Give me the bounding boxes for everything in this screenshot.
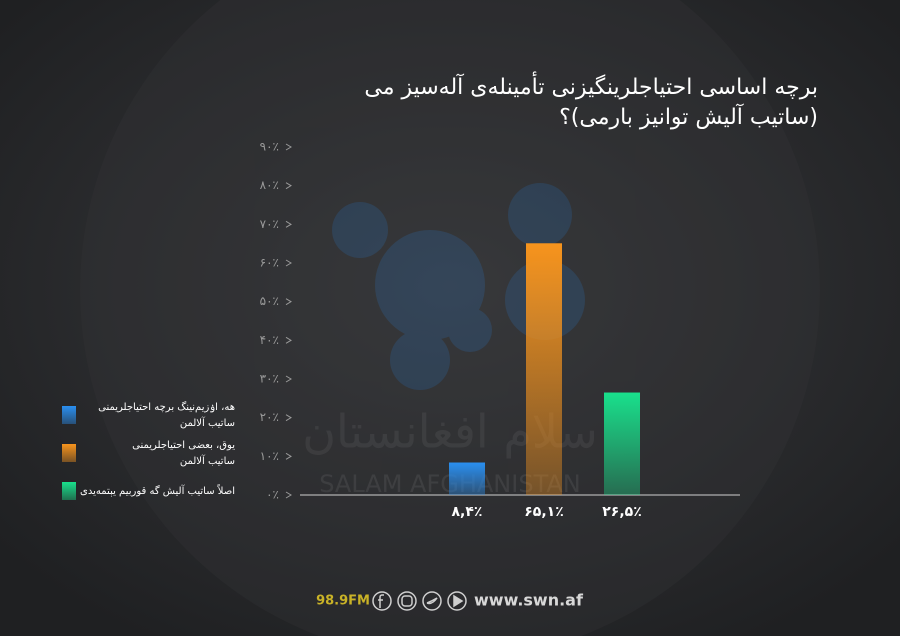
- legend-label: ساتیب آلالمن: [180, 416, 235, 429]
- bar: [449, 462, 485, 495]
- chart-title: برچه اساسی احتیاجلرینگیزنی تأمینله‌ی آله…: [364, 71, 818, 100]
- tick-mark: [285, 259, 292, 267]
- y-tick-label: ۹۰٪: [260, 140, 279, 154]
- tick-mark: [285, 375, 292, 383]
- y-tick-label: ۴۰٪: [260, 333, 279, 347]
- legend-label: هه، اۏزیم‌نینگ برچه احتیاجلریمنی: [98, 401, 235, 413]
- legend-swatch: [62, 482, 76, 500]
- bar: [604, 392, 640, 495]
- legend-label: یوق، بعضی احتیاجلریمنی: [132, 440, 235, 451]
- legend-swatch: [62, 444, 76, 462]
- bar: [526, 243, 562, 495]
- tick-mark: [285, 220, 292, 228]
- tick-mark: [285, 298, 292, 306]
- tick-mark: [285, 182, 292, 190]
- tick-mark: [285, 336, 292, 344]
- value-label: ۶۵,۱٪: [524, 504, 564, 520]
- value-label: ۸,۴٪: [452, 504, 483, 520]
- tick-mark: [285, 414, 292, 422]
- legend-label: ساتیب آلالمن: [180, 454, 235, 467]
- y-tick-label: ۲۰٪: [260, 410, 279, 424]
- tick-mark: [285, 491, 292, 499]
- chart-title: (ساتیب آلیش توانیز بارمی)؟: [559, 103, 818, 130]
- tick-mark: [285, 143, 292, 151]
- legend-label: اصلاً ساتیب آلیش گه قوربیم یېتمه‌یدی: [80, 484, 235, 497]
- value-label: ۲۶,۵٪: [602, 504, 642, 520]
- y-tick-label: ۳۰٪: [260, 372, 279, 386]
- legend-swatch: [62, 406, 76, 424]
- y-tick-label: ۵۰٪: [260, 294, 279, 308]
- website: www.swn.af: [474, 591, 584, 610]
- radio-frequency: 98.9FM: [316, 594, 370, 609]
- y-tick-label: ۶۰٪: [260, 256, 279, 270]
- tick-mark: [285, 452, 292, 460]
- y-tick-label: ۰٪: [266, 488, 279, 502]
- social-icons: [372, 591, 467, 611]
- y-tick-label: ۱۰٪: [260, 449, 279, 463]
- y-tick-label: ۸۰٪: [260, 178, 279, 192]
- y-tick-label: ۷۰٪: [260, 217, 279, 231]
